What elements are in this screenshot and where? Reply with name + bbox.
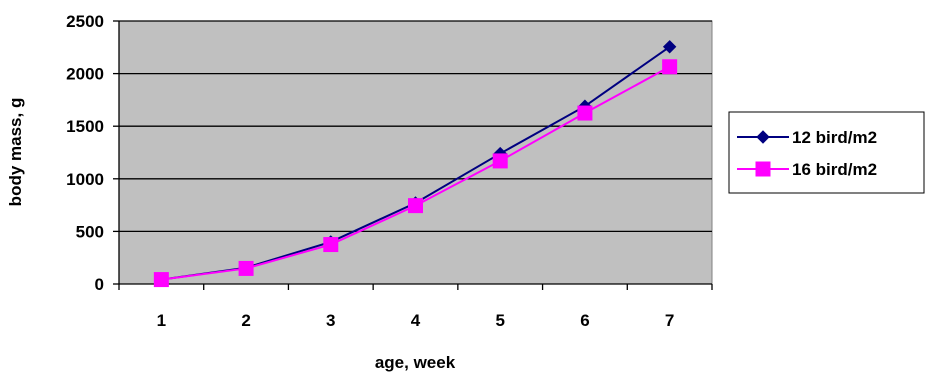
data-point xyxy=(408,198,423,214)
y-tick-label: 2000 xyxy=(66,65,104,84)
series-2-markers xyxy=(153,59,678,288)
x-tick-label: 7 xyxy=(665,311,674,330)
y-axis-title: body mass, g xyxy=(6,98,25,207)
y-tick-label: 1500 xyxy=(66,117,104,136)
y-tick-label: 2500 xyxy=(66,12,104,31)
legend-marker xyxy=(755,161,771,177)
data-point xyxy=(662,59,678,75)
y-tick-label: 1000 xyxy=(66,170,104,189)
series-group xyxy=(153,40,678,288)
legend-box xyxy=(728,111,925,194)
gridlines xyxy=(119,20,712,233)
x-tick-label: 4 xyxy=(411,311,421,330)
data-point xyxy=(577,105,593,121)
y-tick-labels: 0 500 1000 1500 2000 2500 xyxy=(66,12,104,294)
legend: 12 bird/m2 16 bird/m2 xyxy=(728,111,925,194)
data-point xyxy=(153,272,169,288)
x-tick-labels: 1 2 3 4 5 6 7 xyxy=(157,311,675,330)
x-tick-label: 3 xyxy=(326,311,335,330)
x-tick-label: 2 xyxy=(241,311,250,330)
x-tick-label: 1 xyxy=(157,311,166,330)
plot-area xyxy=(118,20,713,285)
x-tick-label: 5 xyxy=(495,311,504,330)
y-tick-label: 500 xyxy=(76,222,104,241)
x-tick-label: 6 xyxy=(580,311,589,330)
legend-marker xyxy=(756,130,770,144)
data-point xyxy=(662,40,677,54)
legend-label: 16 bird/m2 xyxy=(792,160,877,179)
x-axis-title: age, week xyxy=(375,353,456,372)
data-point xyxy=(492,153,508,169)
axes xyxy=(113,20,713,290)
data-point xyxy=(323,237,339,253)
y-tick-label: 0 xyxy=(95,275,104,294)
data-point xyxy=(238,260,254,276)
legend-label: 12 bird/m2 xyxy=(792,128,877,147)
